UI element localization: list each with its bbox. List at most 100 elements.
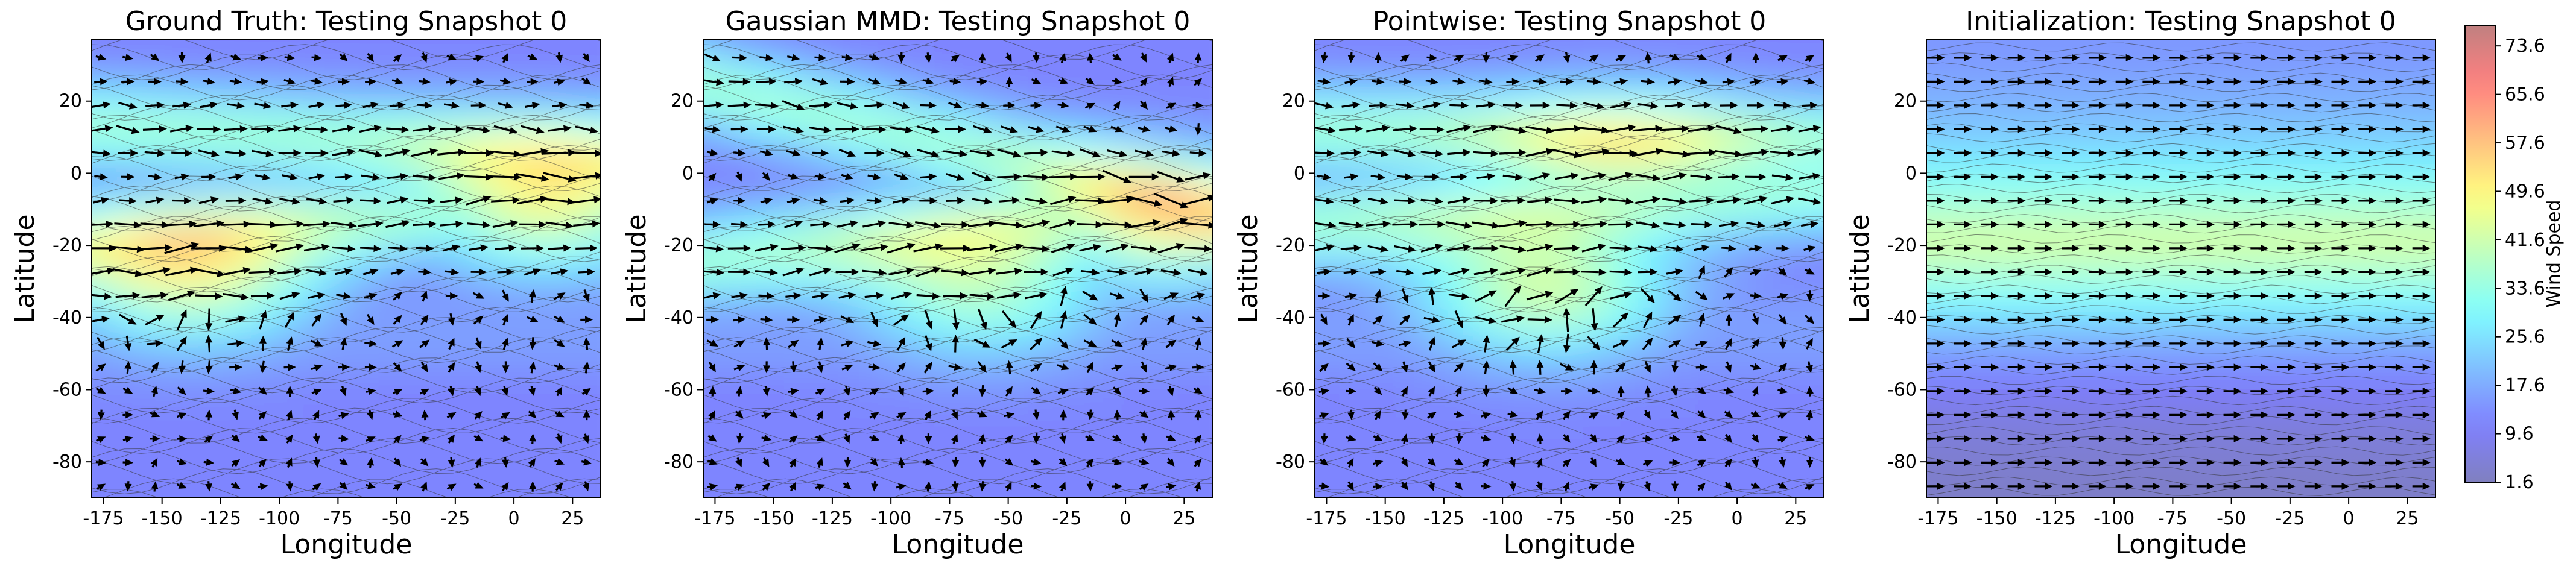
wind-arrow	[1062, 433, 1063, 436]
y-tick-label: -80	[1887, 451, 1917, 473]
y-tick-label: 0	[682, 163, 694, 184]
wind-arrow	[1723, 82, 1727, 83]
wind-arrow	[1184, 248, 1204, 249]
wind-arrow	[1697, 436, 1700, 438]
wind-arrow	[1668, 82, 1674, 83]
colorbar-tick-label: 65.6	[2505, 84, 2545, 105]
wind-arrow	[1141, 84, 1143, 86]
wind-arrow	[531, 369, 533, 373]
wind-arrow	[528, 56, 530, 57]
wind-arrow	[1750, 82, 1755, 83]
wind-arrow	[953, 410, 954, 413]
wind-arrow	[740, 433, 741, 436]
wind-arrow	[733, 152, 738, 153]
wind-arrow	[97, 440, 99, 441]
wind-arrow	[248, 224, 270, 225]
x-tick-label: 25	[1784, 508, 1807, 529]
wind-arrow	[366, 440, 369, 441]
wind-arrow	[1454, 59, 1457, 60]
wind-arrow	[1169, 60, 1171, 63]
wind-arrow	[1399, 344, 1404, 345]
wind-arrow	[1591, 435, 1593, 437]
wind-arrow	[1567, 334, 1568, 345]
wind-arrow	[91, 152, 103, 153]
colorbar-tick-label: 25.6	[2505, 327, 2545, 348]
wind-arrow	[1751, 485, 1753, 486]
wind-arrow	[917, 295, 932, 297]
wind-arrow	[445, 271, 451, 272]
wind-arrow	[1778, 439, 1780, 441]
wind-arrow	[1113, 436, 1115, 438]
wind-arrow	[1753, 435, 1755, 437]
wind-arrow	[390, 105, 398, 107]
wind-arrow	[285, 57, 288, 58]
x-tick-label: -125	[812, 508, 853, 529]
wind-arrow	[232, 435, 234, 437]
wind-arrow	[1743, 129, 1761, 130]
wind-arrow	[1618, 441, 1619, 442]
wind-arrow	[394, 441, 396, 442]
wind-arrow	[281, 105, 291, 107]
wind-arrow	[312, 488, 315, 489]
wind-arrow	[153, 465, 154, 467]
wind-arrow	[954, 441, 955, 444]
wind-arrow	[421, 459, 423, 460]
wind-arrow	[1404, 362, 1405, 366]
wind-arrow	[816, 436, 818, 438]
wind-arrow	[809, 105, 824, 107]
wind-arrow	[1805, 488, 1808, 489]
wind-arrow	[1116, 320, 1117, 327]
wind-arrow	[343, 345, 344, 350]
panel-title: Initialization: Testing Snapshot 0	[1966, 6, 2396, 37]
wind-arrow	[1695, 80, 1701, 81]
wind-arrow	[474, 484, 476, 485]
x-tick-label: 0	[1120, 508, 1131, 529]
x-axis-label: Longitude	[1504, 529, 1636, 560]
wind-arrow	[1751, 413, 1753, 414]
wind-arrow	[145, 105, 157, 106]
wind-arrow	[1341, 248, 1354, 250]
wind-arrow	[869, 366, 873, 367]
wind-arrow	[785, 296, 794, 297]
wind-arrow	[366, 485, 369, 486]
wind-arrow	[555, 460, 557, 462]
wind-arrow	[1345, 296, 1350, 297]
y-tick-label: -40	[52, 307, 82, 328]
wind-arrow	[1194, 83, 1196, 85]
wind-arrow	[1396, 104, 1407, 105]
wind-arrow	[1349, 465, 1350, 467]
wind-arrow	[787, 57, 792, 58]
x-tick-label: 25	[561, 508, 584, 529]
wind-arrow	[224, 129, 241, 130]
x-tick-label: 25	[1172, 508, 1195, 529]
wind-arrow	[1168, 459, 1169, 460]
wind-arrow	[1727, 362, 1728, 366]
wind-arrow	[166, 224, 189, 225]
x-tick-label: -25	[1663, 508, 1693, 529]
wind-arrow	[451, 457, 452, 460]
wind-arrow	[1392, 224, 1410, 225]
wind-arrow	[335, 105, 344, 106]
wind-arrow	[332, 247, 348, 248]
wind-arrow	[370, 465, 371, 468]
wind-arrow	[867, 200, 875, 201]
colorbar-tick-label: 49.6	[2505, 181, 2545, 202]
wind-arrow	[955, 342, 956, 353]
wind-arrow	[1804, 249, 1809, 250]
wind-arrow	[736, 412, 738, 413]
wind-arrow	[1538, 465, 1539, 467]
y-tick-label: 0	[1905, 163, 1917, 184]
wind-arrow	[1397, 176, 1405, 177]
wind-arrow	[340, 459, 342, 461]
wind-arrow	[812, 152, 821, 153]
wind-arrow	[1750, 365, 1755, 366]
wind-arrow	[707, 201, 710, 203]
wind-arrow	[529, 412, 531, 413]
wind-arrow	[336, 295, 344, 296]
wind-arrow	[451, 313, 452, 318]
colorbar-tick-label: 57.6	[2505, 133, 2545, 154]
wind-arrow	[195, 295, 215, 296]
wind-arrow	[1059, 80, 1061, 81]
wind-arrow	[288, 465, 289, 467]
panel-3: Pointwise: Testing Snapshot 0-175-150-12…	[1233, 5, 1855, 560]
